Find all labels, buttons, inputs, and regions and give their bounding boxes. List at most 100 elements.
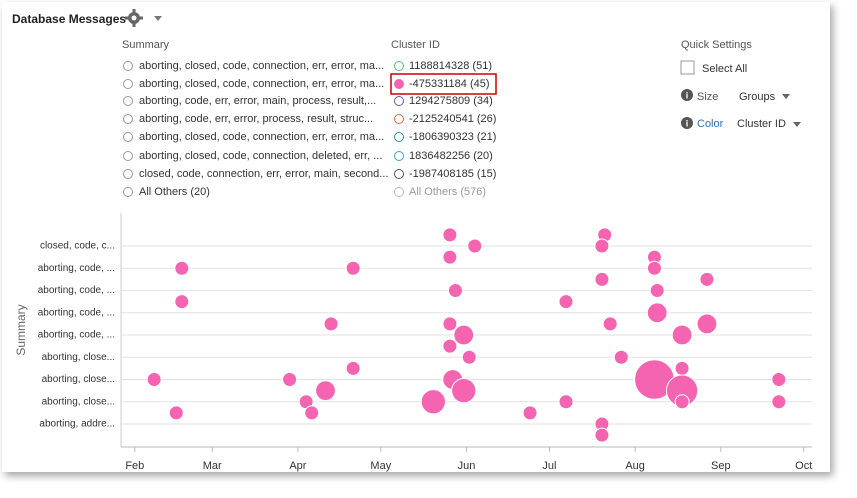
color-label: Color: [697, 118, 724, 130]
cluster-item[interactable]: 1836482256 (20): [409, 150, 493, 162]
bubble[interactable]: [174, 294, 190, 310]
bubble[interactable]: [146, 371, 162, 387]
color-value[interactable]: Cluster ID: [737, 118, 786, 130]
bubble[interactable]: [522, 405, 538, 421]
legend-swatch[interactable]: [394, 79, 404, 89]
summary-item[interactable]: closed, code, connection, err, error, ma…: [139, 168, 388, 180]
bubble[interactable]: [558, 294, 574, 310]
summary-item[interactable]: aborting, code, err, error, main, proces…: [139, 95, 376, 107]
y-tick-label: aborting, code, ...: [38, 307, 115, 318]
bubble[interactable]: [674, 394, 690, 410]
radio[interactable]: [123, 96, 133, 106]
bubble[interactable]: [594, 427, 610, 443]
x-tick-label: Oct: [795, 460, 812, 472]
bubble[interactable]: [594, 238, 610, 254]
y-tick-label: aborting, addre...: [39, 419, 115, 430]
summary-item[interactable]: aborting, code, err, error, process, res…: [139, 113, 373, 125]
bubble[interactable]: [442, 316, 458, 332]
x-tick-label: Feb: [125, 460, 144, 472]
y-tick-label: aborting, close...: [42, 374, 115, 385]
cluster-item[interactable]: -475331184 (45): [409, 78, 490, 90]
y-tick-label: aborting, close...: [42, 352, 115, 363]
y-axis-label: Summary: [14, 304, 28, 355]
bubble[interactable]: [646, 302, 668, 324]
x-tick-label: Mar: [203, 460, 222, 472]
radio[interactable]: [123, 151, 133, 161]
bubble[interactable]: [674, 360, 690, 376]
bubble[interactable]: [451, 377, 477, 404]
bubble[interactable]: [646, 260, 662, 276]
x-tick-label: May: [370, 460, 391, 472]
info-icon[interactable]: [681, 117, 693, 129]
bubble[interactable]: [168, 405, 184, 421]
y-tick-label: aborting, code, ...: [38, 263, 115, 274]
summary-title: Summary: [122, 39, 170, 51]
cluster-item[interactable]: 1294275809 (34): [409, 95, 493, 107]
legend-swatch[interactable]: [394, 169, 404, 179]
x-tick-label: Sep: [711, 460, 731, 472]
legend-swatch[interactable]: [394, 61, 404, 71]
settings-gear[interactable]: [125, 9, 143, 27]
radio[interactable]: [123, 169, 133, 179]
radio[interactable]: [123, 114, 133, 124]
bubble[interactable]: [696, 313, 718, 335]
summary-item[interactable]: All Others (20): [139, 186, 210, 198]
bubble[interactable]: [174, 260, 190, 276]
size-value[interactable]: Groups: [739, 91, 776, 103]
bubble[interactable]: [613, 349, 629, 365]
size-label: Size: [697, 91, 718, 103]
summary-item[interactable]: aborting, closed, code, connection, err,…: [139, 131, 384, 143]
cluster-item[interactable]: All Others (576): [409, 186, 486, 198]
legend-swatch[interactable]: [394, 96, 404, 106]
radio[interactable]: [123, 61, 133, 71]
bubble[interactable]: [442, 249, 458, 265]
y-tick-label: aborting, close...: [42, 396, 115, 407]
cluster-title: Cluster ID: [391, 39, 440, 51]
bubble[interactable]: [453, 324, 475, 346]
bubble[interactable]: [558, 394, 574, 410]
y-tick-label: aborting, code, ...: [38, 285, 115, 296]
dropdown-arrow[interactable]: [793, 122, 801, 127]
bubble[interactable]: [442, 338, 458, 354]
bubble[interactable]: [323, 316, 339, 332]
bubble[interactable]: [345, 260, 361, 276]
radio[interactable]: [123, 187, 133, 197]
bubble[interactable]: [771, 394, 787, 410]
summary-item[interactable]: aborting, closed, code, connection, err,…: [139, 78, 384, 90]
legend-swatch[interactable]: [394, 187, 404, 197]
bubble[interactable]: [282, 371, 298, 387]
bubble[interactable]: [420, 389, 446, 415]
bubble[interactable]: [304, 405, 320, 421]
bubble[interactable]: [442, 227, 458, 243]
legend-swatch[interactable]: [394, 132, 404, 142]
info-icon[interactable]: [681, 89, 693, 101]
dropdown-arrow[interactable]: [782, 94, 790, 99]
dropdown-arrow[interactable]: [154, 16, 162, 21]
bubble[interactable]: [467, 238, 483, 254]
bubble[interactable]: [345, 360, 361, 376]
bubble[interactable]: [602, 316, 618, 332]
quick-settings-title: Quick Settings: [681, 39, 752, 51]
summary-item[interactable]: aborting, closed, code, connection, dele…: [139, 150, 382, 162]
cluster-item[interactable]: -1987408185 (15): [409, 168, 496, 180]
bubble[interactable]: [671, 324, 693, 346]
legend-swatch[interactable]: [394, 151, 404, 161]
bubble[interactable]: [461, 349, 477, 365]
radio[interactable]: [123, 132, 133, 142]
bubble[interactable]: [649, 282, 665, 298]
bubble[interactable]: [315, 380, 336, 402]
cluster-item[interactable]: -2125240541 (26): [409, 113, 496, 125]
select-all-checkbox[interactable]: [680, 60, 695, 75]
selection-highlight: [390, 73, 497, 95]
bubble[interactable]: [594, 271, 610, 287]
select-all-label[interactable]: Select All: [702, 63, 747, 75]
cluster-item[interactable]: -1806390323 (21): [409, 131, 496, 143]
bubble[interactable]: [771, 371, 787, 387]
bubble[interactable]: [447, 282, 463, 298]
legend-swatch[interactable]: [394, 114, 404, 124]
summary-item[interactable]: aborting, closed, code, connection, err,…: [139, 60, 384, 72]
bubble[interactable]: [699, 271, 715, 287]
cluster-item[interactable]: 1188814328 (51): [409, 60, 492, 72]
radio[interactable]: [123, 79, 133, 89]
